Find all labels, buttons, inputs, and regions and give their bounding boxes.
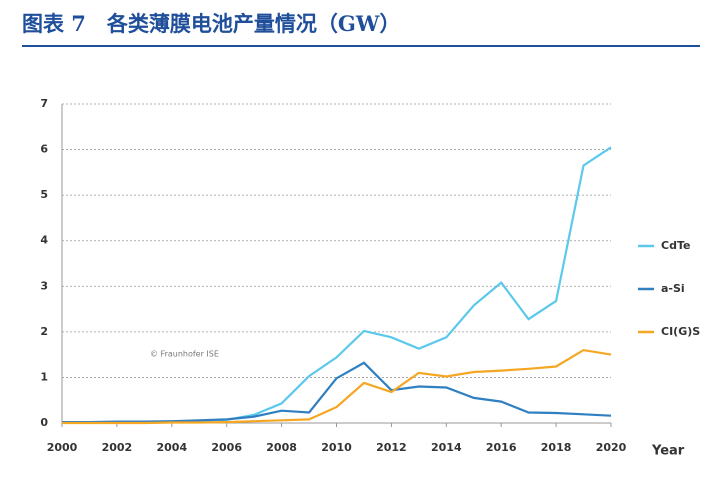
- y-tick-label: 6: [40, 143, 48, 156]
- x-tick-label: 2000: [47, 441, 78, 454]
- x-axis-label: Year: [651, 444, 685, 459]
- y-tick-label: 1: [40, 370, 48, 383]
- x-tick-label: 2018: [541, 441, 572, 454]
- legend-label: CdTe: [661, 239, 690, 252]
- y-tick-label: 5: [40, 188, 48, 201]
- x-tick-label: 2010: [321, 441, 352, 454]
- x-tick-label: 2002: [102, 441, 133, 454]
- x-tick-label: 2006: [211, 441, 242, 454]
- x-tick-label: 2016: [486, 441, 517, 454]
- y-tick-label: 2: [40, 325, 48, 338]
- x-tick-label: 2014: [431, 441, 462, 454]
- y-tick-label: 3: [40, 279, 48, 292]
- y-tick-label: 7: [40, 97, 48, 110]
- y-tick-label: 4: [40, 234, 48, 247]
- x-tick-label: 2008: [266, 441, 297, 454]
- title-rule: [22, 45, 700, 47]
- series-line: [62, 348, 612, 425]
- series-line: [62, 146, 612, 424]
- x-tick-label: 2012: [376, 441, 407, 454]
- x-tick-label: 2020: [596, 441, 627, 454]
- y-tick-label: 0: [40, 416, 48, 429]
- annotation: © Fraunhofer ISE: [150, 350, 219, 359]
- legend-label: CI(G)S: [661, 325, 700, 338]
- series-line: [62, 361, 612, 424]
- legend-label: a-Si: [661, 282, 685, 295]
- x-tick-label: 2004: [156, 441, 187, 454]
- chart-title: 图表 7 各类薄膜电池产量情况（GW）: [22, 11, 401, 36]
